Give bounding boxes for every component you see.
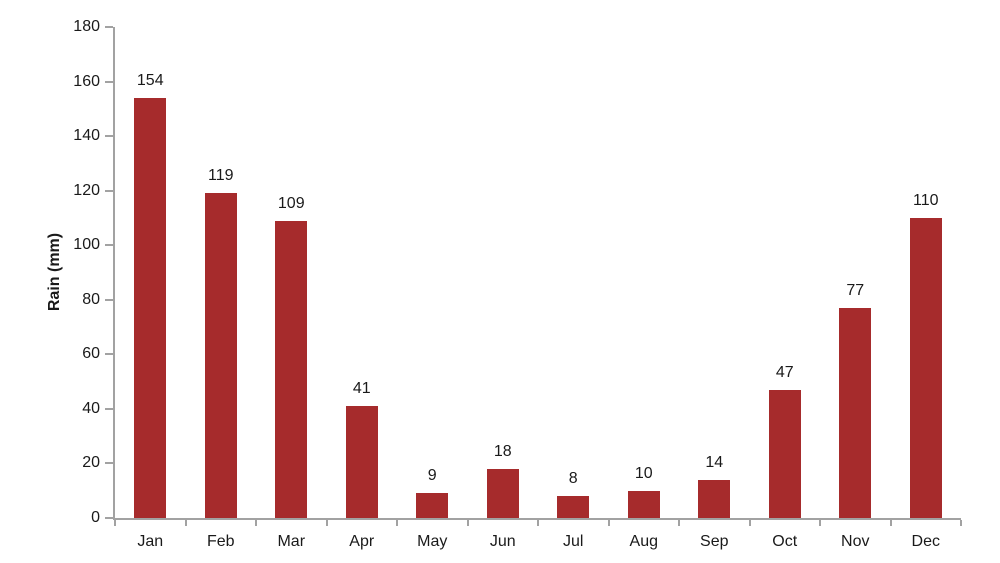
y-axis-title: Rain (mm): [46, 232, 63, 312]
bar-value-label: 10: [634, 464, 653, 482]
bar: [768, 389, 801, 518]
bar-value-label: 110: [912, 191, 939, 209]
bar-value-label: 8: [568, 470, 578, 488]
y-tick-mark: [105, 244, 113, 247]
y-tick-mark: [105, 80, 113, 83]
y-tick-label: 0: [91, 509, 100, 526]
y-tick-label: 160: [73, 72, 100, 90]
x-tick-label: Jul: [563, 533, 584, 550]
plot-area: 0 20 40 60 80 100 120 140 160 180 154 Jan 119 Feb 109 M…: [73, 18, 962, 550]
y-tick-label: 80: [82, 290, 100, 308]
bar-value-label: 77: [846, 281, 865, 299]
x-tick-mark: [607, 520, 610, 526]
y-tick-label: 40: [82, 399, 100, 417]
bar-value-label: 14: [705, 453, 724, 471]
bar: [134, 97, 167, 518]
bar: [627, 490, 660, 518]
y-tick-label: 140: [73, 127, 100, 145]
x-tick-mark: [114, 520, 116, 526]
bar: [345, 406, 378, 518]
x-tick-label: May: [417, 533, 448, 550]
y-tick-mark: [105, 353, 113, 356]
bar: [204, 193, 237, 518]
y-tick-label: 20: [82, 454, 100, 472]
y-tick-mark: [105, 407, 113, 410]
x-tick-mark: [819, 520, 821, 526]
bar-value-label: 119: [207, 167, 234, 185]
bar-value-label: 41: [352, 380, 371, 398]
bar-value-label: 18: [493, 442, 512, 460]
x-tick-mark: [960, 520, 962, 526]
y-tick-mark: [105, 26, 113, 28]
bar-value-label: 109: [277, 194, 305, 212]
bar: [486, 468, 519, 518]
x-tick-label: Mar: [277, 533, 306, 550]
x-tick-mark: [396, 520, 398, 526]
bar-value-label: 154: [136, 71, 164, 89]
x-tick-mark: [748, 520, 751, 526]
bar-value-label: 47: [775, 363, 794, 381]
x-tick-mark: [537, 520, 539, 526]
y-tick-mark: [105, 189, 113, 192]
x-tick-label: Apr: [349, 533, 375, 550]
y-tick-label: 120: [73, 181, 100, 199]
y-tick-label: 60: [82, 345, 100, 363]
bar: [275, 220, 308, 518]
x-tick-label: Dec: [911, 533, 940, 550]
x-tick-mark: [184, 520, 187, 526]
x-tick-label: Jan: [137, 533, 164, 550]
x-tick-label: Jun: [489, 533, 516, 550]
bar: [909, 217, 942, 518]
x-tick-label: Sep: [700, 533, 729, 550]
y-tick-mark: [105, 135, 113, 138]
bar: [416, 493, 449, 518]
x-tick-label: Aug: [629, 533, 658, 550]
y-tick-label: 100: [73, 236, 100, 254]
bar: [698, 479, 731, 518]
x-tick-mark: [325, 520, 328, 526]
y-tick-mark: [105, 462, 113, 465]
x-tick-label: Feb: [206, 533, 235, 550]
y-tick-mark: [105, 298, 113, 301]
bar: [557, 496, 590, 518]
x-tick-label: Nov: [841, 533, 870, 550]
bar-value-label: 9: [427, 467, 437, 485]
x-tick-label: Oct: [772, 533, 798, 550]
y-tick-mark: [105, 517, 113, 519]
x-tick-mark: [678, 520, 680, 526]
y-tick-label: 180: [73, 18, 100, 35]
x-tick-mark: [255, 520, 257, 526]
x-tick-mark: [466, 520, 469, 526]
x-tick-mark: [889, 520, 892, 526]
bar: [839, 307, 872, 518]
